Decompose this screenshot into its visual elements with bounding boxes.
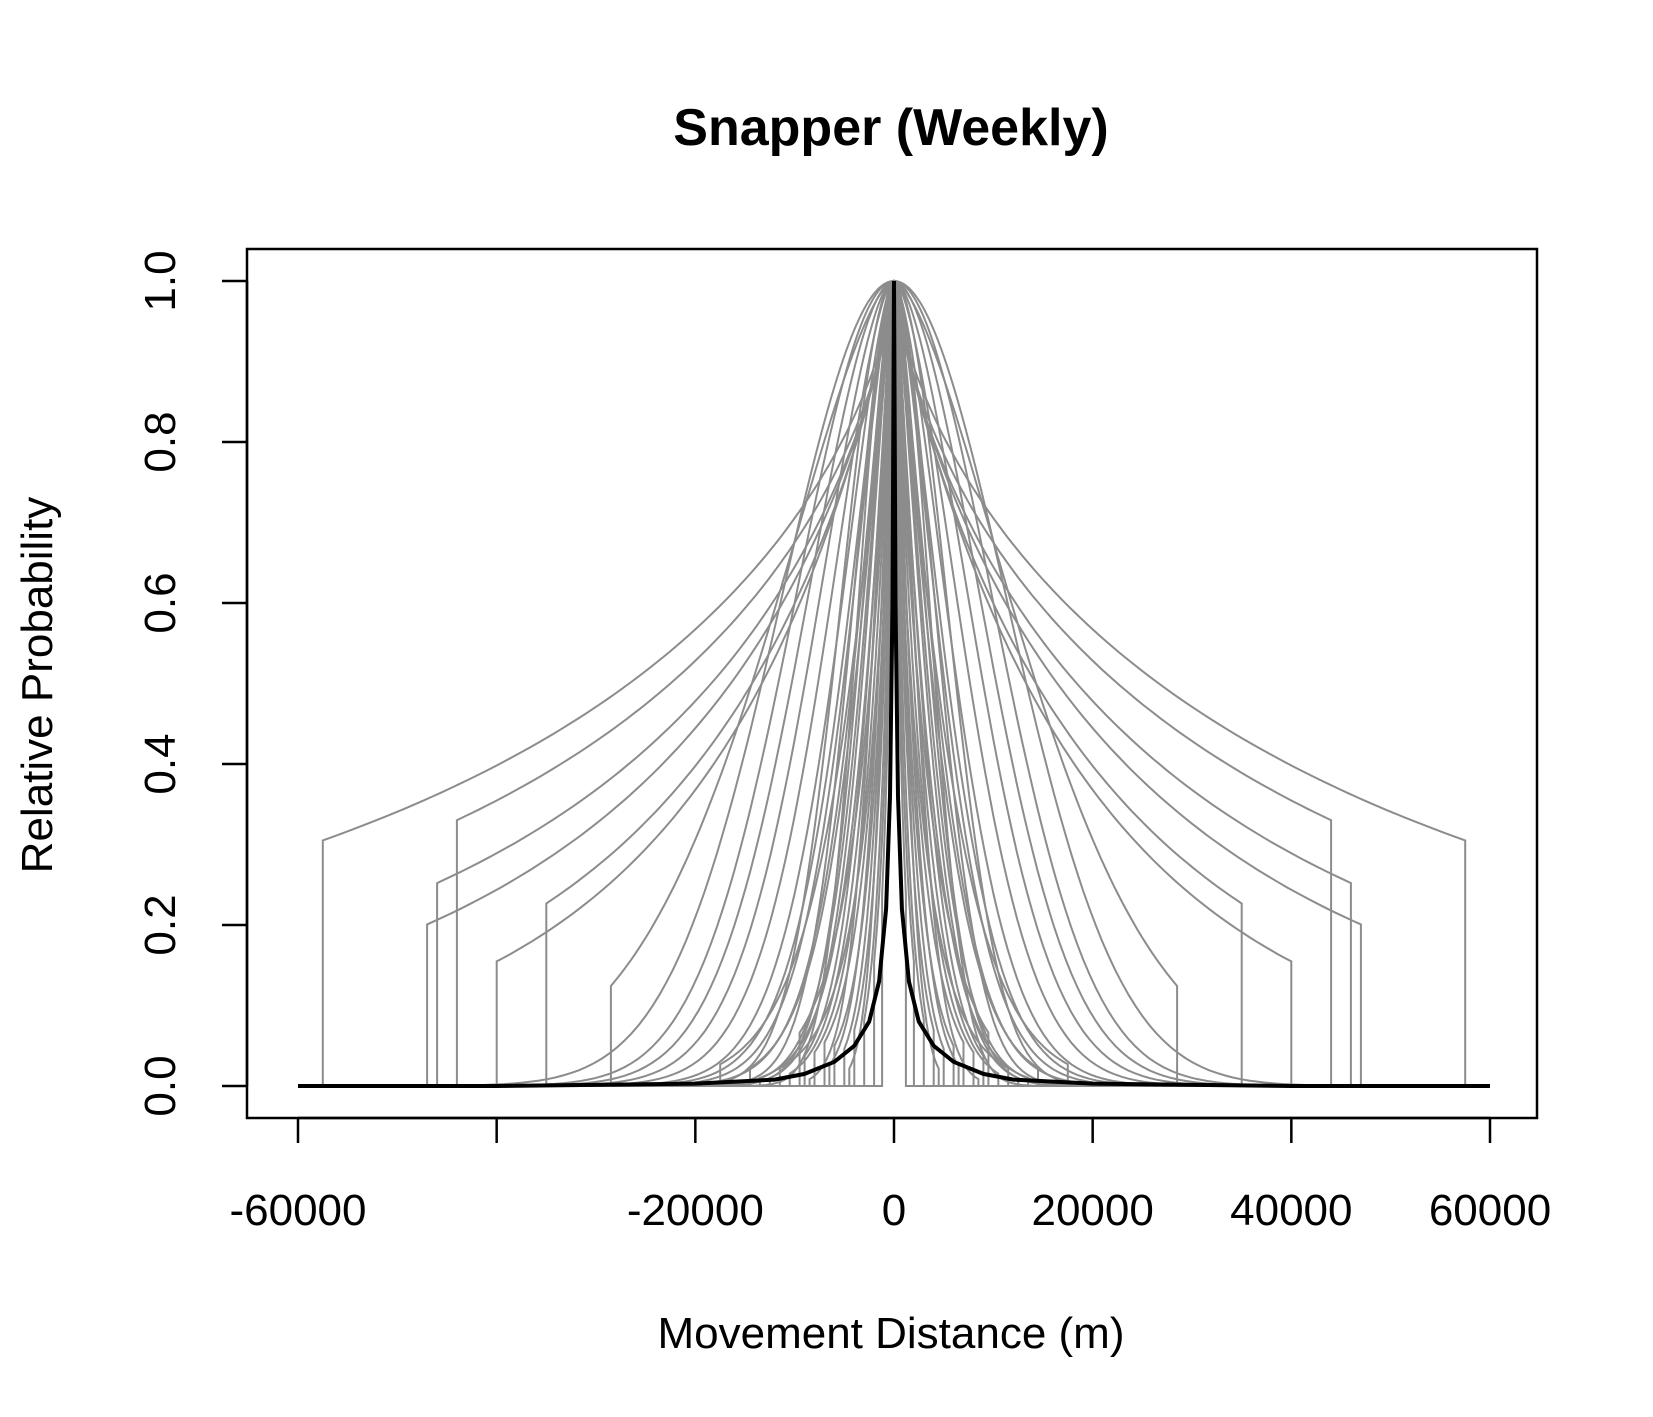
y-axis-label: Relative Probability — [13, 497, 62, 874]
sample-curve-4 — [298, 281, 1490, 1087]
x-tick-label: -20000 — [627, 1186, 764, 1235]
sample-curve-6 — [298, 281, 1490, 1087]
x-tick-label: -60000 — [229, 1186, 366, 1235]
sample-curve-3 — [298, 281, 1490, 1087]
mean-curve — [298, 280, 1490, 1088]
sample-curve-29 — [298, 281, 1490, 1087]
sample-curve-24 — [298, 281, 1490, 1087]
chart-title: Snapper (Weekly) — [673, 99, 1108, 157]
sample-curve-31 — [298, 281, 1490, 1087]
y-tick-label: 0.2 — [136, 894, 185, 955]
sample-curve-26 — [298, 281, 1490, 1087]
x-tick-label: 20000 — [1031, 1186, 1153, 1235]
x-tick-label: 60000 — [1429, 1186, 1551, 1235]
y-tick-label: 0.8 — [136, 411, 185, 472]
x-axis: -60000 -20000 0 20000 40000 60000 — [229, 1116, 1551, 1235]
y-tick-label: 0.0 — [136, 1055, 185, 1116]
sample-curve-30 — [298, 281, 1490, 1087]
x-axis-label: Movement Distance (m) — [657, 1309, 1124, 1358]
x-tick-label: 40000 — [1230, 1186, 1352, 1235]
sample-curve-5 — [298, 281, 1490, 1087]
sample-curve-28 — [298, 281, 1490, 1087]
sample-curve-1 — [298, 281, 1490, 1087]
x-tick-label: 0 — [882, 1186, 906, 1235]
y-tick-label: 0.4 — [136, 733, 185, 794]
y-tick-label: 0.6 — [136, 572, 185, 633]
sample-curve-39 — [298, 281, 1490, 1087]
sample-curve-2 — [298, 281, 1490, 1087]
sample-curve-25 — [298, 281, 1490, 1087]
y-tick-label: 1.0 — [136, 250, 185, 311]
y-axis: 0.0 0.2 0.4 0.6 0.8 1.0 — [136, 250, 249, 1117]
mean-curve-layer — [298, 280, 1490, 1088]
sample-curve-38 — [298, 281, 1490, 1087]
